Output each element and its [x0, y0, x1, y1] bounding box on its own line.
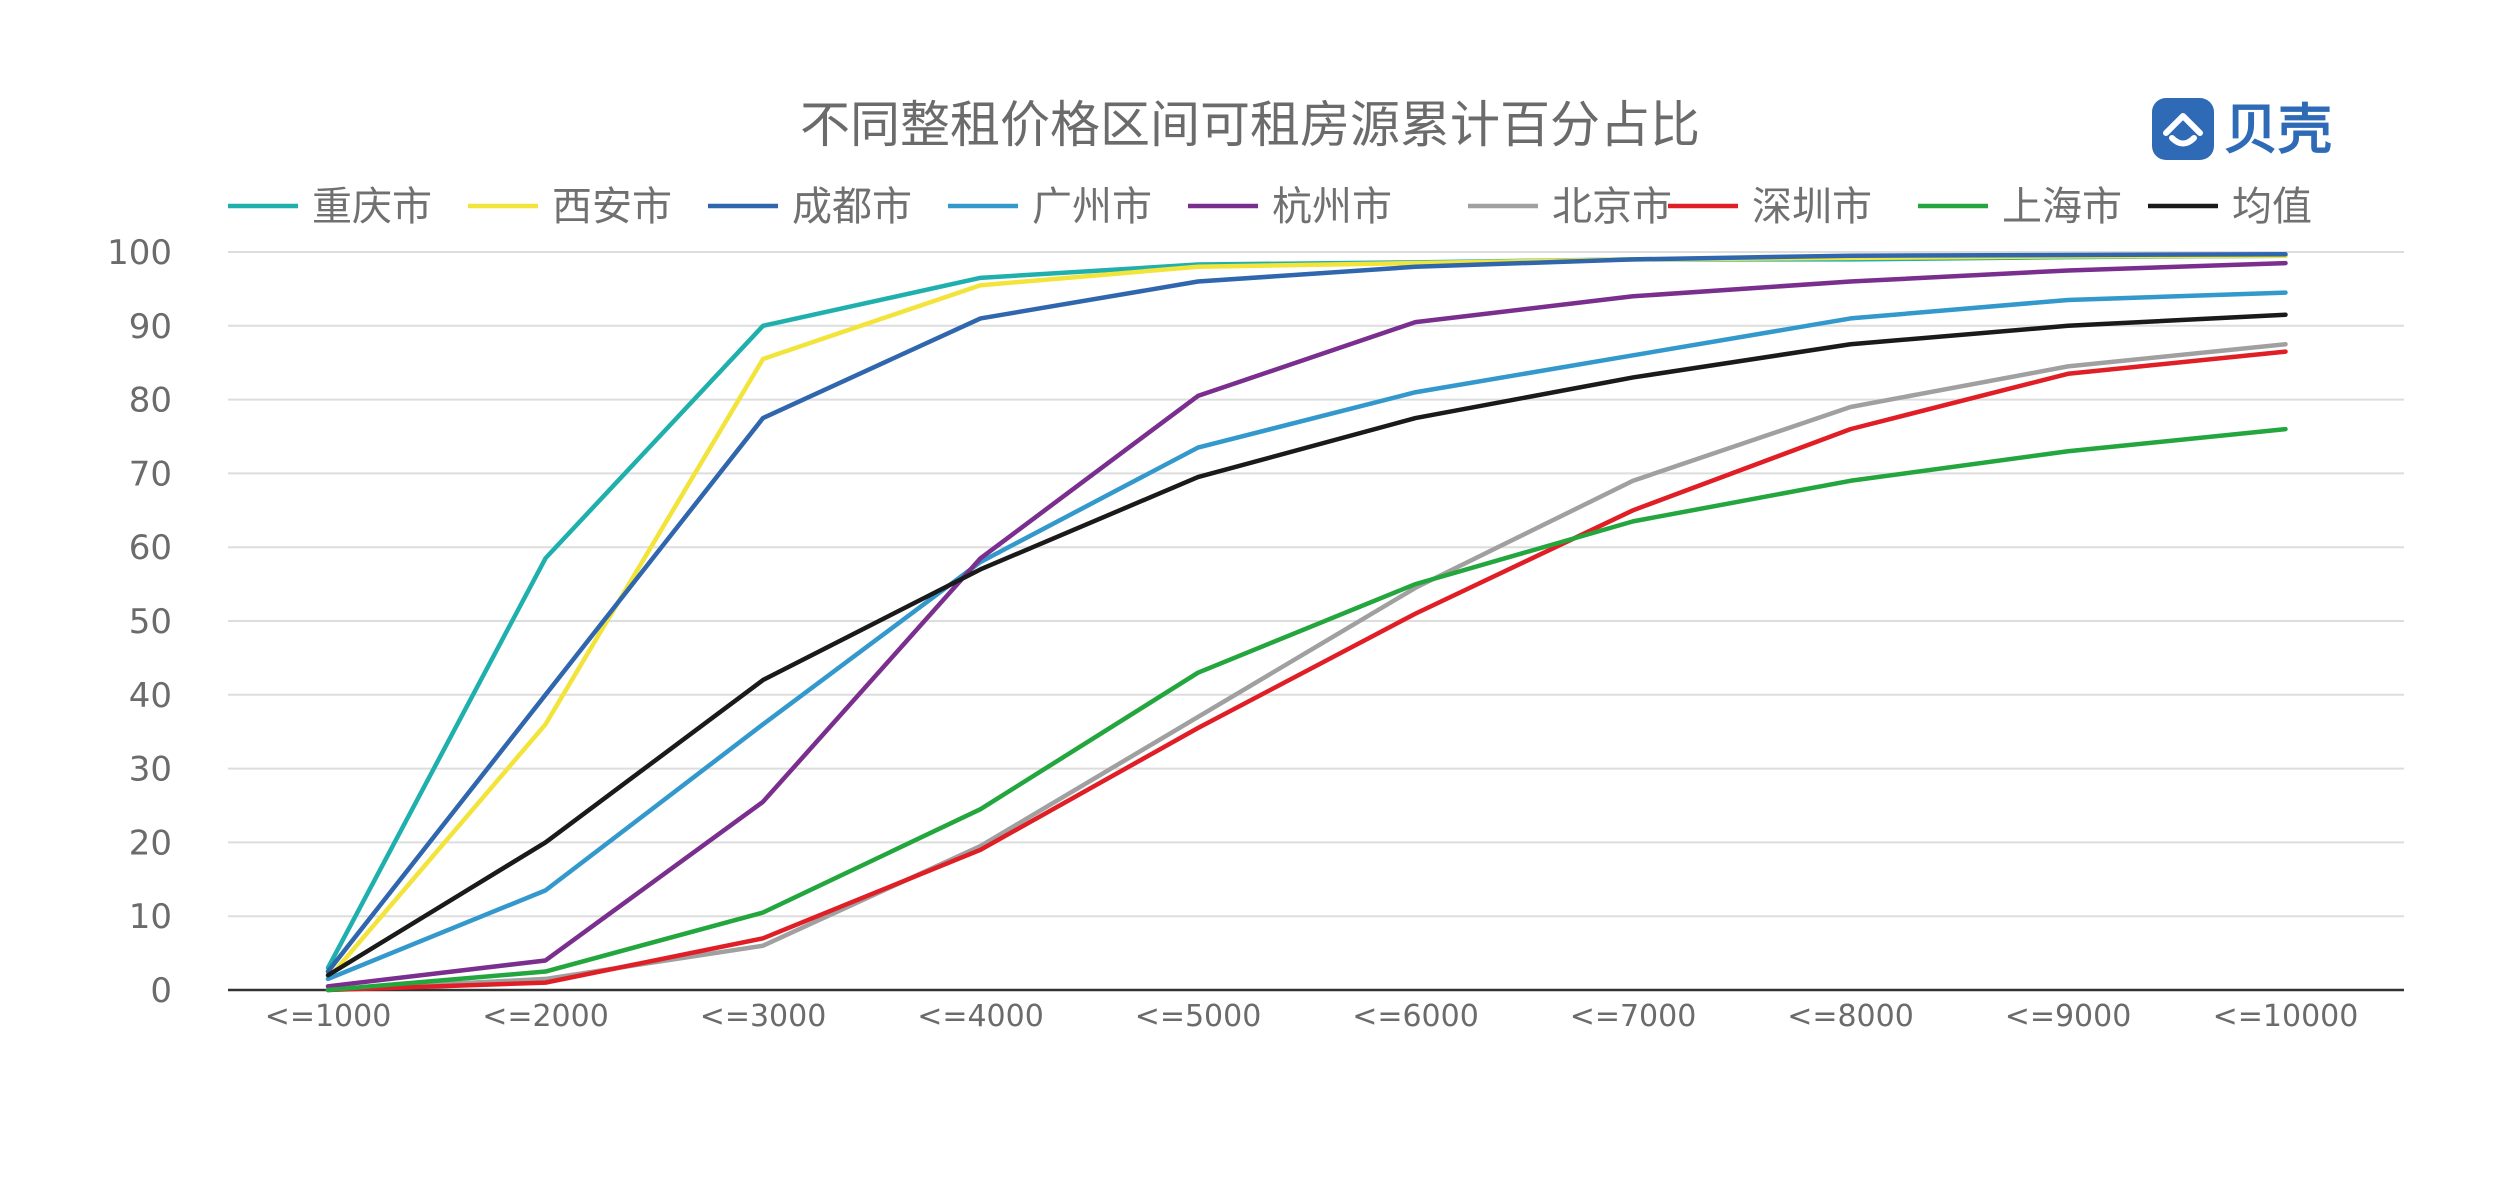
series-line: [325, 349, 2288, 993]
series-line: [325, 426, 2288, 993]
x-tick-label: <=9000: [2005, 999, 2132, 1034]
y-tick-label: 80: [129, 381, 172, 421]
legend-item: 成都市: [708, 184, 912, 230]
x-tick-label: <=1000: [265, 999, 392, 1034]
y-tick-label: 100: [107, 233, 172, 273]
x-tick-label: <=3000: [700, 999, 827, 1034]
brand-name: 贝壳: [2224, 98, 2332, 161]
legend-label: 广州市: [1032, 184, 1152, 230]
series-line: [325, 312, 2288, 978]
x-axis: <=1000 <=2000 <=3000 <=4000 <=5000 <=6000 <=70…: [265, 999, 2359, 1034]
series-line: [325, 253, 2288, 971]
x-tick-label: <=8000: [1787, 999, 1914, 1034]
legend-label: 成都市: [792, 184, 912, 230]
y-tick-label: 50: [129, 602, 172, 642]
legend-label: 杭州市: [1272, 184, 1392, 230]
legend-label: 深圳市: [1752, 184, 1872, 230]
legend-item: 西安市: [468, 184, 672, 230]
series-line: [325, 251, 2288, 974]
series-lines: [325, 251, 2288, 993]
y-tick-label: 70: [129, 454, 172, 494]
series-line: [325, 290, 2288, 982]
legend-item: 杭州市: [1188, 184, 1392, 230]
y-tick-label: 0: [150, 971, 172, 1011]
legend-label: 均值: [2232, 184, 2312, 230]
house-logo-icon: [2152, 98, 2214, 160]
y-tick-label: 10: [129, 897, 172, 937]
x-tick-label: <=4000: [917, 999, 1044, 1034]
chart-title: 不同整租价格区间可租房源累计百分占比: [800, 96, 1700, 154]
legend-label: 上海市: [2002, 184, 2122, 230]
series-line: [325, 342, 2288, 993]
legend-label: 北京市: [1552, 184, 1672, 230]
brand-logo: 贝壳: [2152, 98, 2332, 161]
legend-label: 重庆市: [312, 184, 432, 230]
legend-item: 均值: [2148, 184, 2312, 230]
series-line: [325, 260, 2288, 989]
x-tick-label: <=6000: [1352, 999, 1479, 1034]
legend-item: 北京市: [1468, 184, 1672, 230]
y-axis: 0 10 20 30 40 50 60 70 80 90 100: [107, 233, 172, 1011]
legend-item: 广州市: [948, 184, 1152, 230]
y-tick-label: 30: [129, 750, 172, 790]
legend: 重庆市 西安市 成都市 广州市 杭州市 北京市 深圳市 上海市 均值: [228, 184, 2312, 230]
house-logo-icon-mark: [2163, 113, 2203, 147]
x-tick-label: <=2000: [482, 999, 609, 1034]
y-tick-label: 90: [129, 307, 172, 347]
y-tick-label: 40: [129, 676, 172, 716]
y-tick-label: 60: [129, 528, 172, 568]
legend-item: 上海市: [1918, 184, 2122, 230]
grid: [228, 251, 2404, 992]
x-tick-label: <=10000: [2213, 999, 2359, 1034]
x-tick-label: <=7000: [1570, 999, 1697, 1034]
x-tick-label: <=5000: [1135, 999, 1262, 1034]
legend-item: 深圳市: [1668, 184, 1872, 230]
series-line: [325, 253, 2288, 982]
legend-item: 重庆市: [228, 184, 432, 230]
legend-label: 西安市: [552, 184, 672, 230]
y-tick-label: 20: [129, 823, 172, 863]
